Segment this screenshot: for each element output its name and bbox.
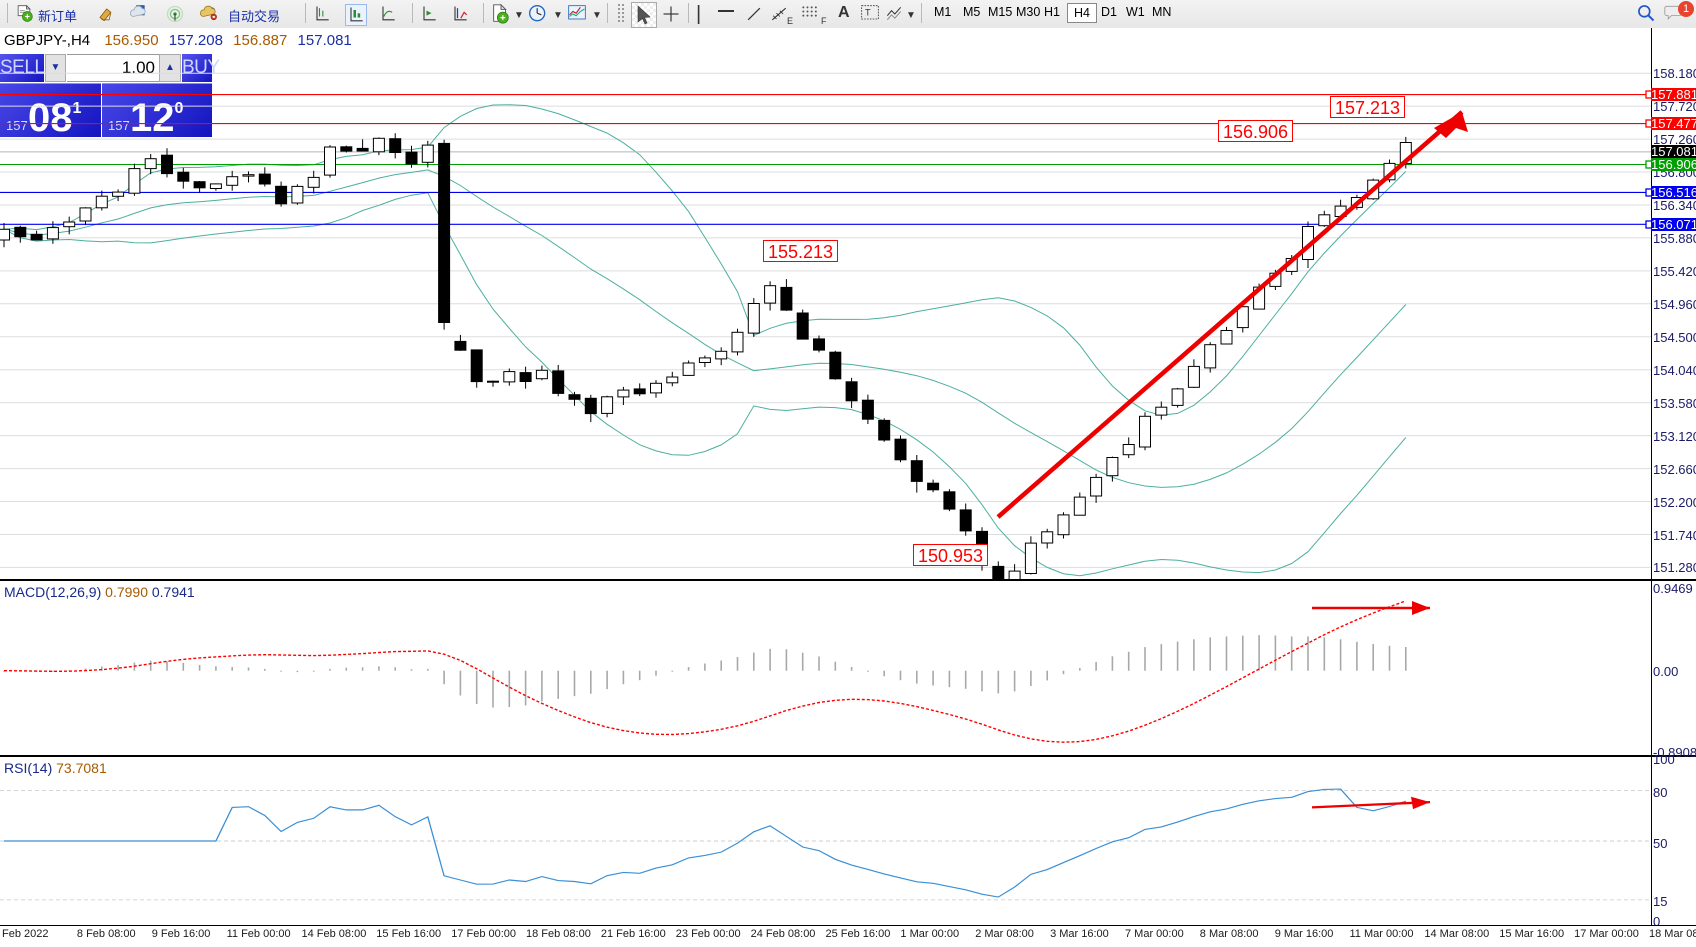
svg-text:T: T xyxy=(865,8,871,18)
